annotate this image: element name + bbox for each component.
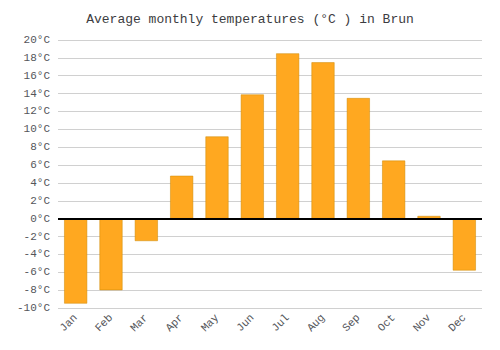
svg-text:14°C: 14°C <box>24 88 51 100</box>
svg-text:Feb: Feb <box>93 312 115 334</box>
svg-text:-4°C: -4°C <box>24 248 51 260</box>
svg-text:16°C: 16°C <box>24 70 51 82</box>
svg-text:Jun: Jun <box>234 312 256 334</box>
svg-text:Dec: Dec <box>446 312 468 334</box>
svg-text:Nov: Nov <box>411 311 434 334</box>
svg-text:Average monthly temperatures (: Average monthly temperatures (°C ) in Br… <box>86 12 414 27</box>
svg-text:Aug: Aug <box>305 312 327 334</box>
svg-text:0°C: 0°C <box>30 213 50 225</box>
svg-text:Sep: Sep <box>340 312 362 334</box>
svg-text:-2°C: -2°C <box>24 231 51 243</box>
svg-text:Apr: Apr <box>163 312 185 334</box>
svg-text:-10°C: -10°C <box>17 302 50 314</box>
svg-text:2°C: 2°C <box>30 195 50 207</box>
svg-text:20°C: 20°C <box>24 34 51 46</box>
svg-text:18°C: 18°C <box>24 52 51 64</box>
svg-text:8°C: 8°C <box>30 141 50 153</box>
svg-text:4°C: 4°C <box>30 177 50 189</box>
svg-text:Jul: Jul <box>269 312 291 334</box>
svg-text:-8°C: -8°C <box>24 284 51 296</box>
svg-text:12°C: 12°C <box>24 105 51 117</box>
svg-text:10°C: 10°C <box>24 123 51 135</box>
svg-text:May: May <box>199 311 222 334</box>
svg-text:Mar: Mar <box>128 312 150 334</box>
svg-text:Jan: Jan <box>57 312 79 334</box>
svg-text:-6°C: -6°C <box>24 266 51 278</box>
svg-text:Oct: Oct <box>375 312 397 334</box>
svg-text:6°C: 6°C <box>30 159 50 171</box>
